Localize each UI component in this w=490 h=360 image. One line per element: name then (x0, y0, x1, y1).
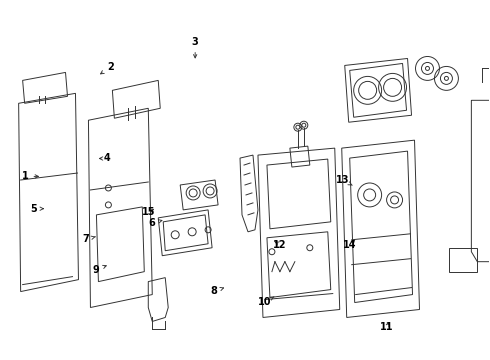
Text: 8: 8 (211, 286, 223, 296)
Text: 9: 9 (93, 265, 106, 275)
Text: 6: 6 (149, 218, 162, 228)
Text: 5: 5 (30, 204, 44, 214)
Text: 4: 4 (99, 153, 111, 163)
Text: 3: 3 (192, 37, 198, 58)
Text: 11: 11 (380, 322, 393, 332)
Text: 10: 10 (258, 297, 274, 307)
Text: 2: 2 (100, 62, 114, 74)
Text: 15: 15 (142, 207, 155, 217)
Text: 7: 7 (83, 234, 95, 244)
Text: 14: 14 (343, 239, 357, 249)
Text: 13: 13 (336, 175, 352, 185)
Text: 1: 1 (22, 171, 38, 181)
Text: 12: 12 (273, 239, 287, 249)
